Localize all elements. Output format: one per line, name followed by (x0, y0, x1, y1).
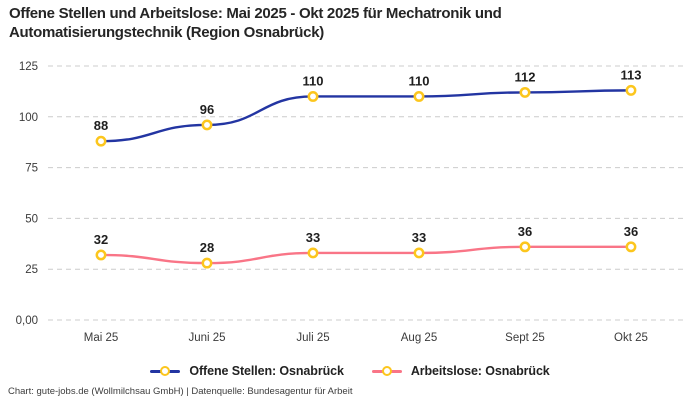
data-point-label: 32 (94, 232, 108, 247)
chart-title-line2: Automatisierungstechnik (Region Osnabrüc… (9, 24, 324, 41)
legend-ring-0 (160, 366, 171, 376)
chart-title-line1: Offene Stellen und Arbeitslose: Mai 2025… (9, 5, 502, 22)
x-tick-label: Sept 25 (505, 332, 545, 344)
data-point-marker (519, 86, 531, 98)
series-line (99, 245, 633, 265)
legend-ring-1 (381, 366, 392, 376)
data-point-marker (95, 135, 107, 147)
data-point-marker (413, 91, 425, 102)
footer-credit: Chart: gute-jobs.de (Wollmilchsau GmbH) … (8, 386, 353, 397)
chart-title: Offene Stellen und Arbeitslose: Mai 2025… (9, 4, 669, 42)
data-point-label: 88 (94, 118, 108, 133)
data-point-marker (625, 241, 637, 253)
legend-item-arbeitslose: Arbeitslose: Osnabrück (371, 364, 550, 378)
y-tick-label: 0,00 (16, 315, 38, 327)
data-point-label: 112 (515, 69, 536, 84)
data-point-label: 113 (621, 67, 642, 82)
data-point-marker (201, 119, 213, 131)
legend-item-offene-stellen: Offene Stellen: Osnabrück (150, 364, 344, 378)
y-tick-label: 75 (25, 163, 38, 175)
data-point-marker (95, 249, 107, 261)
data-point-label: 36 (624, 224, 638, 239)
data-point-label: 33 (306, 230, 320, 245)
x-tick-label: Mai 25 (84, 332, 119, 344)
legend-label: Offene Stellen: Osnabrück (189, 364, 344, 378)
x-tick-label: Juni 25 (188, 332, 225, 344)
data-point-marker (201, 257, 213, 269)
data-point-marker (625, 84, 637, 96)
line-marker-swatch-icon (150, 365, 181, 377)
data-point-label: 28 (200, 240, 214, 255)
chart-legend: Offene Stellen: Osnabrück Arbeitslose: O… (0, 360, 700, 382)
y-tick-label: 25 (25, 264, 38, 276)
data-point-label: 33 (412, 230, 426, 245)
data-point-marker (413, 247, 425, 259)
x-tick-label: Okt 25 (614, 332, 648, 344)
data-point-label: 110 (409, 73, 430, 88)
x-tick-label: Juli 25 (296, 332, 329, 344)
x-tick-label: Aug 25 (401, 332, 437, 344)
data-point-label: 36 (518, 224, 532, 239)
line-marker-swatch-icon (371, 365, 402, 377)
data-point-label: 110 (303, 73, 324, 88)
series-line (99, 89, 633, 143)
y-tick-label: 50 (25, 213, 38, 225)
data-point-marker (307, 247, 319, 259)
y-tick-label: 125 (19, 61, 38, 73)
data-point-marker (519, 241, 531, 253)
y-tick-label: 100 (19, 112, 38, 124)
data-point-marker (307, 91, 319, 102)
legend-label: Arbeitslose: Osnabrück (410, 364, 550, 378)
data-point-label: 96 (200, 102, 214, 117)
